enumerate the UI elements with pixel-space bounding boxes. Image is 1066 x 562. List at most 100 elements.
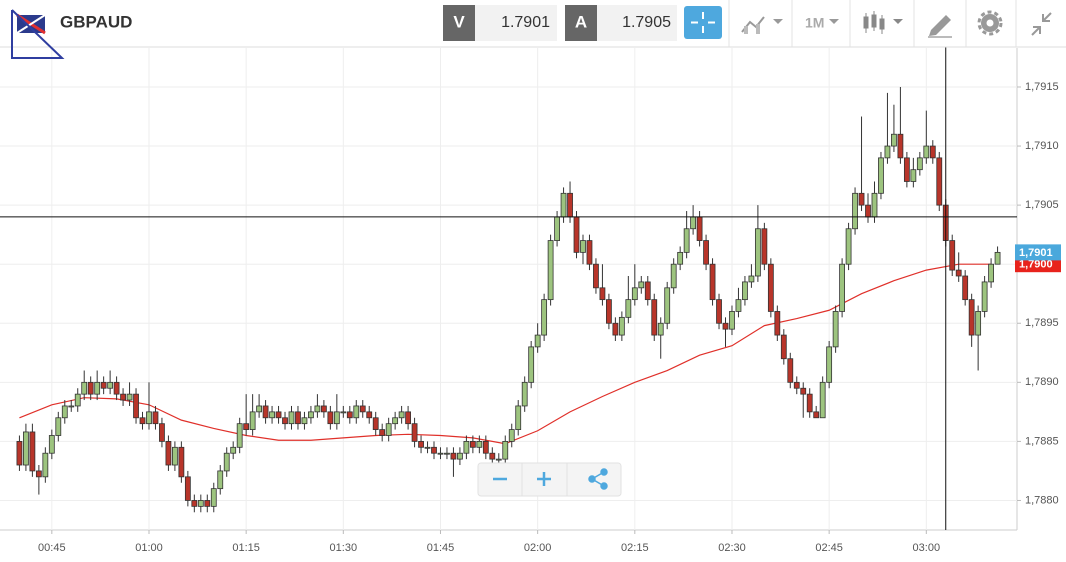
candle-body bbox=[780, 334, 787, 360]
candle-body bbox=[612, 322, 619, 336]
candle-body bbox=[139, 417, 146, 425]
candle-body bbox=[81, 381, 88, 395]
candle-body bbox=[754, 228, 761, 277]
share[interactable] bbox=[588, 468, 608, 490]
candle-body bbox=[884, 145, 891, 159]
crosshair-button[interactable] bbox=[684, 6, 722, 39]
candle-body bbox=[968, 299, 975, 336]
candle-body bbox=[29, 431, 36, 472]
candle-body bbox=[936, 157, 943, 206]
candle-body bbox=[249, 411, 256, 430]
candle-body bbox=[314, 405, 321, 413]
candle-body bbox=[171, 446, 178, 466]
y-tick-label: 1,7890 bbox=[1025, 376, 1059, 388]
candle-body bbox=[327, 411, 334, 425]
candle-body bbox=[23, 431, 29, 466]
candle-body bbox=[735, 299, 742, 312]
candle-body bbox=[722, 322, 729, 330]
candle-body bbox=[878, 157, 884, 194]
price-tag-label: 1,7900 bbox=[1019, 259, 1053, 271]
bid-box bbox=[475, 5, 557, 41]
ask-box bbox=[597, 5, 677, 41]
x-tick-label: 02:15 bbox=[621, 542, 649, 554]
candle-body bbox=[955, 269, 962, 277]
x-tick-label: 01:45 bbox=[427, 542, 455, 554]
collapse-button[interactable] bbox=[1031, 12, 1052, 36]
candle-body bbox=[204, 500, 211, 507]
symbol: GBPAUD bbox=[60, 12, 132, 31]
candle-body bbox=[340, 411, 347, 414]
settings-button[interactable] bbox=[977, 10, 1003, 36]
candle-body bbox=[107, 381, 114, 389]
candle-body bbox=[256, 405, 263, 413]
candle-body bbox=[586, 240, 593, 265]
candle-body bbox=[243, 423, 250, 430]
candle-body bbox=[852, 192, 858, 230]
candle-body bbox=[534, 334, 541, 348]
candle-body bbox=[42, 452, 49, 478]
candle-body bbox=[502, 440, 509, 460]
candle-body bbox=[236, 423, 243, 448]
candle-body bbox=[48, 435, 55, 454]
candles-button[interactable] bbox=[863, 11, 903, 34]
candle-body bbox=[599, 287, 606, 301]
candle-body bbox=[729, 311, 735, 330]
candle-body bbox=[275, 411, 282, 419]
candle-body bbox=[308, 411, 314, 419]
candle-body bbox=[133, 393, 139, 419]
candle-body bbox=[547, 240, 554, 301]
candle-body bbox=[858, 192, 865, 206]
candle-body bbox=[593, 263, 599, 289]
candle-body bbox=[923, 145, 930, 159]
candle-body bbox=[457, 452, 463, 460]
candle-body bbox=[742, 281, 748, 301]
candle-body bbox=[495, 458, 502, 461]
candle-body bbox=[469, 440, 476, 448]
candle-body bbox=[398, 411, 405, 419]
candle-body bbox=[670, 263, 677, 289]
candle-body bbox=[431, 446, 437, 454]
candle-body bbox=[197, 500, 204, 507]
dropdown-caret bbox=[829, 19, 839, 24]
candle-body bbox=[644, 281, 651, 301]
candle-body bbox=[405, 411, 411, 425]
candle-body bbox=[683, 228, 690, 253]
candle-body bbox=[113, 381, 120, 395]
draw-button[interactable] bbox=[928, 15, 952, 38]
y-tick-label: 1,7905 bbox=[1025, 199, 1059, 211]
candle-body bbox=[223, 452, 230, 472]
candle-body bbox=[651, 299, 658, 336]
zoom-in[interactable] bbox=[537, 472, 551, 486]
candle-body bbox=[444, 452, 450, 455]
candle-body bbox=[178, 446, 185, 478]
bid-value: 1.7901 bbox=[501, 14, 550, 31]
bid-label-box bbox=[443, 5, 475, 41]
candle-body bbox=[657, 322, 664, 336]
candle-body bbox=[664, 287, 671, 324]
candle-body bbox=[100, 381, 107, 389]
candle-body bbox=[262, 405, 269, 419]
x-tick-label: 00:45 bbox=[38, 542, 66, 554]
candle-body bbox=[962, 275, 969, 301]
candle-body bbox=[897, 133, 904, 159]
chart-type-button[interactable] bbox=[741, 16, 783, 34]
candle-body bbox=[981, 281, 988, 312]
candle-body bbox=[826, 346, 833, 383]
candle-body bbox=[703, 240, 709, 265]
candle-body bbox=[580, 240, 586, 253]
candle-body bbox=[988, 263, 994, 283]
candle-body bbox=[366, 411, 373, 419]
x-tick-label: 02:30 bbox=[718, 542, 746, 554]
timeframe[interactable]: 1M bbox=[805, 15, 824, 31]
y-tick-label: 1,7910 bbox=[1025, 140, 1059, 152]
candle-body bbox=[282, 417, 288, 425]
candle-body bbox=[230, 446, 237, 454]
x-tick-label: 01:15 bbox=[232, 542, 260, 554]
x-tick-label: 01:30 bbox=[330, 542, 358, 554]
candle-body bbox=[929, 145, 936, 159]
ask-label-box bbox=[565, 5, 597, 41]
candle-body bbox=[16, 440, 23, 466]
y-tick-label: 1,7895 bbox=[1025, 317, 1059, 329]
candle-body bbox=[94, 381, 101, 395]
